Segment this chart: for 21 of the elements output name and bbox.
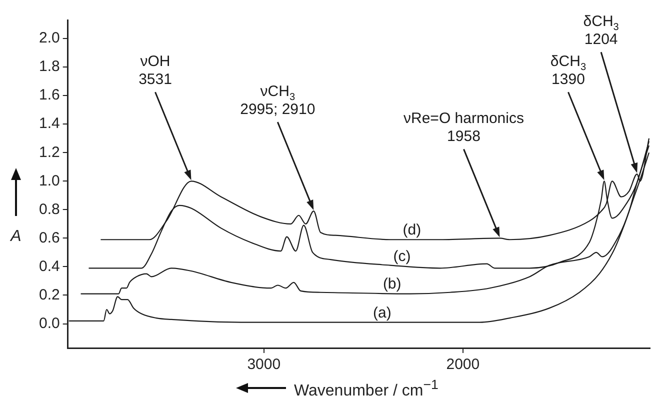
series-label: (a) <box>373 304 392 322</box>
y-tick-label: 1.0 <box>38 172 60 190</box>
y-tick-label: 1.4 <box>38 115 60 132</box>
series-label: (c) <box>393 248 411 265</box>
y-tick-label: 0.0 <box>38 314 60 332</box>
y-tick-label: 2.0 <box>38 30 60 47</box>
y-tick-label: 1.6 <box>38 86 60 104</box>
x-tick-label: 3000 <box>247 356 281 374</box>
y-tick-label: 0.6 <box>38 229 60 246</box>
x-tick-label: 2000 <box>446 356 480 374</box>
annotation: νOH 3531 <box>138 53 172 88</box>
series-label: (d) <box>402 222 422 239</box>
y-tick-label: 0.4 <box>38 258 60 275</box>
x-axis-title: Wavenumber / cm$^{−1}$ <box>294 377 438 400</box>
y-axis-title: A <box>9 228 22 246</box>
y-tick-label: 1.2 <box>38 144 60 161</box>
series-label: (b) <box>382 276 402 293</box>
y-tick-label: 0.2 <box>38 286 60 304</box>
y-tick-label: 0.8 <box>38 200 60 218</box>
y-tick-label: 1.8 <box>38 58 60 76</box>
annotation: νRe=O harmonics 1958 <box>404 110 524 146</box>
